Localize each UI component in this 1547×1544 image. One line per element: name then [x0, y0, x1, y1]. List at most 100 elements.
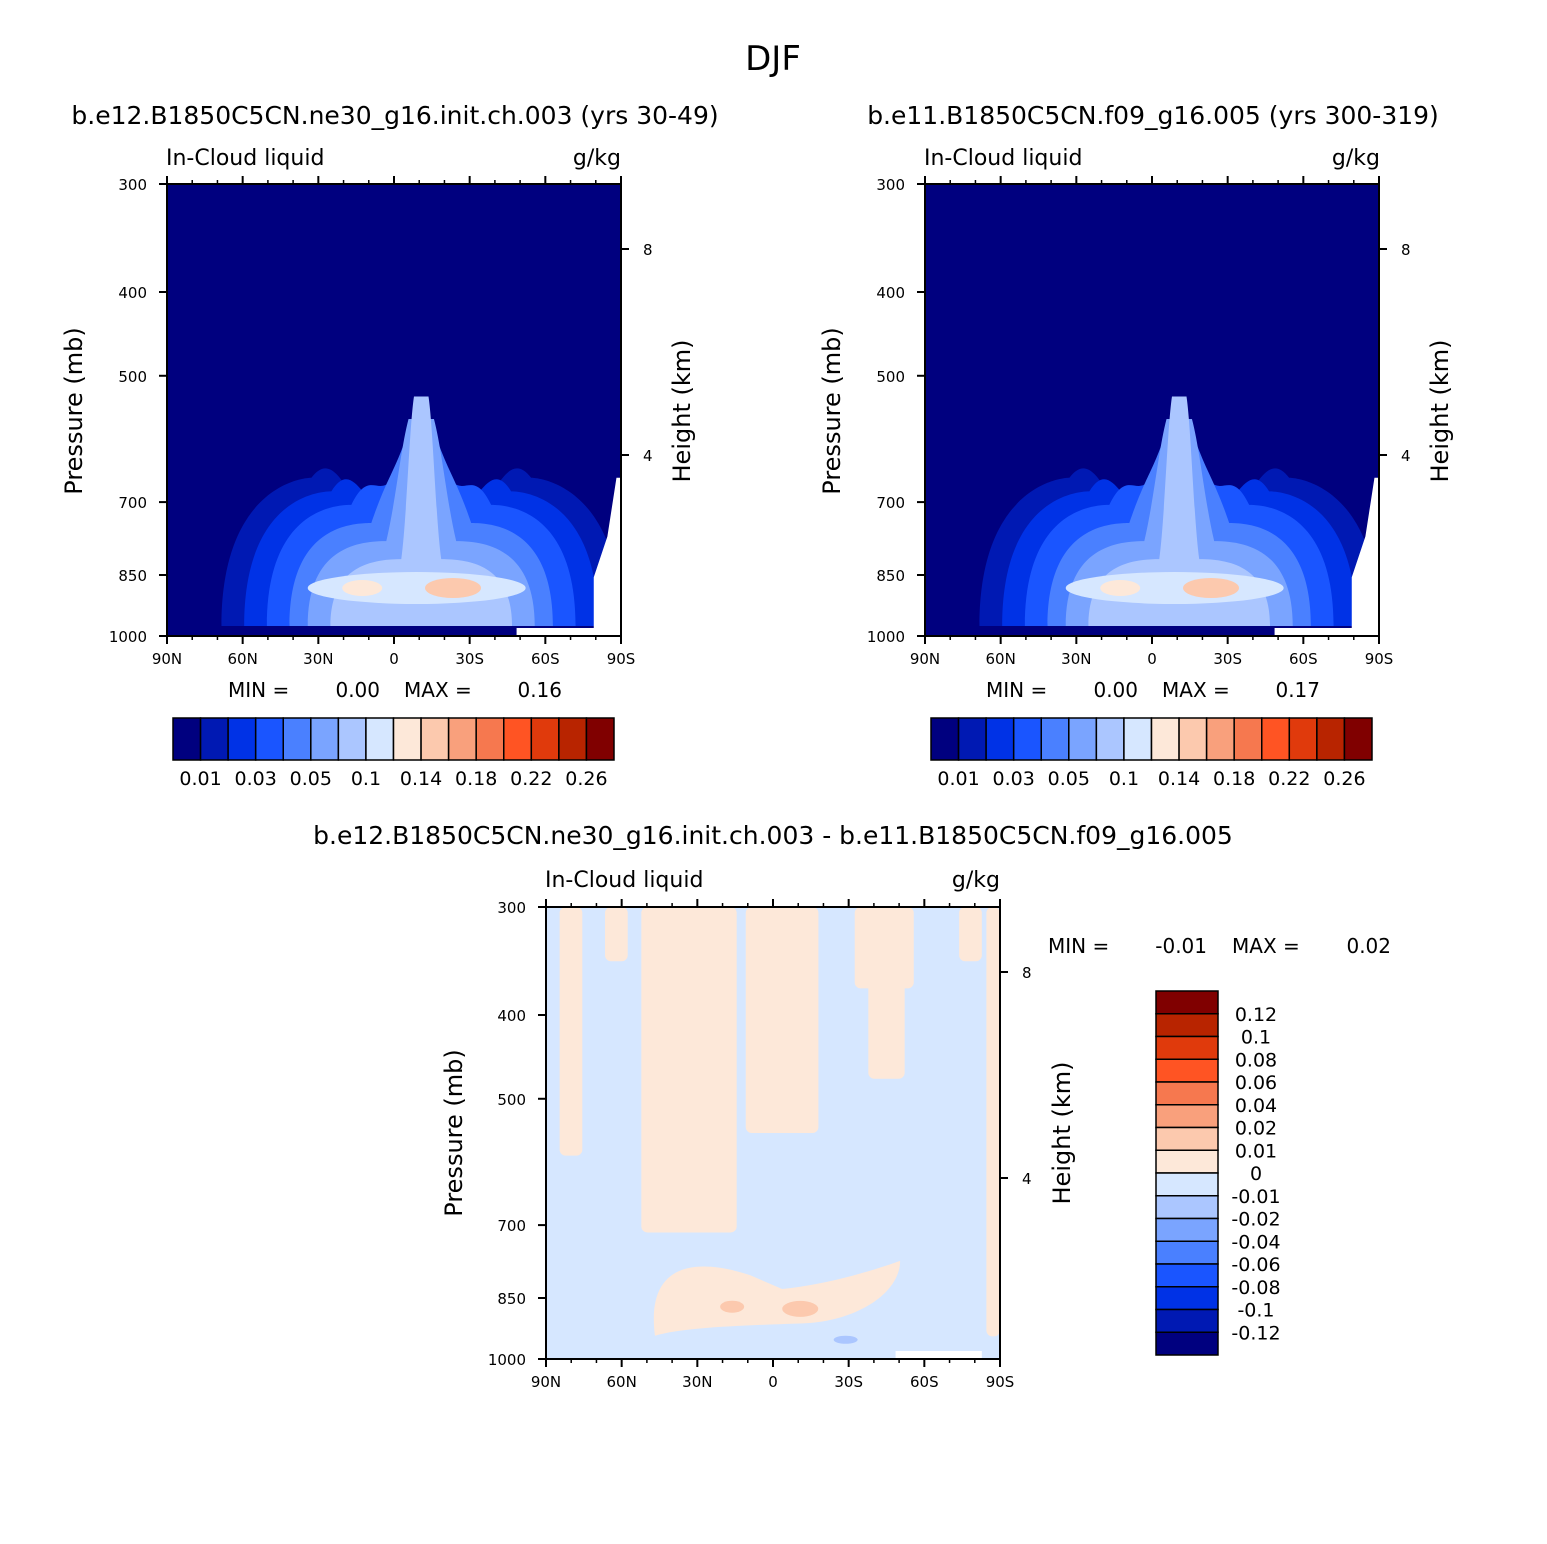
- panel-model-ne30: b.e12.B1850C5CN.ne30_g16.init.ch.003 (yr…: [60, 101, 719, 790]
- colorbar-swatch: [282, 717, 312, 761]
- colorbar-swatch: [1095, 717, 1125, 761]
- x-tick-label: 0: [1147, 650, 1157, 668]
- colorbar-swatch: [503, 717, 533, 761]
- x-tick-label: 30N: [1061, 650, 1091, 668]
- colorbar-label: 0.1: [1109, 768, 1139, 790]
- y-tick-label: 700: [497, 1217, 526, 1235]
- contour-plot: [167, 184, 622, 636]
- min-label: MIN =: [986, 678, 1047, 702]
- y-tick-label: 400: [118, 284, 147, 302]
- contour-plot: [925, 184, 1379, 636]
- colorbar-swatch: [985, 717, 1015, 761]
- plot-axes: 90N 60N 30N 0 30S 60S 90S 300 400 500 700 850 1000 8 4: [867, 176, 1411, 668]
- colorbar-swatch: [1068, 717, 1098, 761]
- colorbar-swatch: [310, 717, 340, 761]
- plot-axes: 90N 60N 30N 0 30S 60S 90S 300 400 500 700 850 1000 8 4: [109, 176, 653, 668]
- contour-band: [559, 907, 583, 1156]
- colorbar-swatch: [1123, 717, 1153, 761]
- colorbar-label: 0.26: [565, 768, 607, 790]
- colorbar-swatch: [930, 717, 960, 761]
- y-tick-label: 300: [876, 176, 905, 194]
- contour-band: [330, 396, 513, 626]
- contour-band: [745, 907, 819, 1133]
- colorbar-swatch: [1155, 1331, 1219, 1356]
- contour-band: [868, 907, 905, 1079]
- colorbar-label: -0.02: [1231, 1209, 1280, 1231]
- colorbar-swatch: [1150, 717, 1180, 761]
- colorbar-swatch: [1155, 1263, 1219, 1288]
- missing-data: [593, 477, 621, 636]
- y-tick-label: 850: [497, 1290, 526, 1308]
- colorbar-swatch: [199, 717, 229, 761]
- y2-axis-label: Height (km): [1426, 340, 1454, 483]
- plot-axes: 90N 60N 30N 0 30S 60S 90S 300 400 500 700 850 1000 8 4: [488, 899, 1032, 1391]
- x-tick-label: 30S: [834, 1373, 863, 1391]
- x-tick-label: 0: [768, 1373, 778, 1391]
- colorbar-label: 0.04: [1235, 1095, 1277, 1117]
- max-value: 0.02: [1346, 934, 1391, 958]
- min-label: MIN =: [228, 678, 289, 702]
- max-label: MAX =: [1162, 678, 1230, 702]
- min-value: 0.00: [335, 678, 380, 702]
- min-value: 0.00: [1093, 678, 1138, 702]
- x-tick-label: 90N: [152, 650, 182, 668]
- colorbar-swatch: [1155, 1308, 1219, 1333]
- contour-band: [641, 907, 737, 1233]
- y-tick-label: 850: [118, 567, 147, 585]
- x-tick-label: 30S: [1213, 650, 1242, 668]
- variable-label: In-Cloud liquid: [924, 146, 1082, 171]
- y-tick-label: 1000: [488, 1351, 526, 1369]
- max-label: MAX =: [1232, 934, 1300, 958]
- y2-tick-label: 8: [1022, 964, 1032, 982]
- colorbar-swatch: [1178, 717, 1208, 761]
- colorbar-label: 0.01: [937, 768, 979, 790]
- y-tick-label: 700: [876, 494, 905, 512]
- contour-band: [1088, 396, 1271, 626]
- y-axis-label: Pressure (mb): [818, 327, 846, 494]
- colorbar-label: 0.06: [1235, 1072, 1277, 1094]
- units-label: g/kg: [573, 146, 621, 171]
- y-tick-label: 850: [876, 567, 905, 585]
- x-tick-label: 30S: [455, 650, 484, 668]
- colorbar-swatch: [1012, 717, 1042, 761]
- missing-data: [1351, 477, 1379, 636]
- x-tick-label: 90S: [1365, 650, 1394, 668]
- colorbar-label: 0.14: [1158, 768, 1200, 790]
- colorbar-label: 0.22: [1268, 768, 1310, 790]
- y2-tick-label: 4: [1401, 447, 1411, 465]
- min-label: MIN =: [1048, 934, 1109, 958]
- colorbar-swatch: [1155, 1195, 1219, 1220]
- colorbar-label: 0.26: [1323, 768, 1365, 790]
- missing-data: [895, 1351, 982, 1359]
- colorbar-label: 0.03: [993, 768, 1035, 790]
- y-axis-label: Pressure (mb): [60, 327, 88, 494]
- panel-difference: b.e12.B1850C5CN.ne30_g16.init.ch.003 - b…: [313, 821, 1391, 1391]
- x-tick-label: 90S: [607, 650, 636, 668]
- y-tick-label: 500: [497, 1091, 526, 1109]
- colorbar-swatch: [447, 717, 477, 761]
- y-tick-label: 500: [118, 368, 147, 386]
- y-tick-label: 1000: [867, 628, 905, 646]
- colorbar-swatch: [957, 717, 987, 761]
- y-tick-label: 300: [497, 899, 526, 917]
- colorbar-label: 0.22: [510, 768, 552, 790]
- y-tick-label: 400: [876, 284, 905, 302]
- figure-title: DJF: [745, 39, 801, 79]
- colorbar-label: 0.05: [290, 768, 332, 790]
- max-value: 0.16: [517, 678, 562, 702]
- colorbar: 0.120.10.080.060.040.020.010-0.01-0.02-0…: [1155, 990, 1281, 1356]
- x-tick-label: 60S: [910, 1373, 939, 1391]
- y2-tick-label: 4: [643, 447, 653, 465]
- colorbar-swatch: [1261, 717, 1291, 761]
- colorbar-label: 0.08: [1235, 1049, 1277, 1071]
- contour-band: [307, 572, 526, 605]
- y-tick-label: 700: [118, 494, 147, 512]
- colorbar-label: 0.01: [1235, 1140, 1277, 1162]
- units-label: g/kg: [1332, 146, 1380, 171]
- colorbar-label: -0.08: [1231, 1277, 1280, 1299]
- colorbar-swatch: [1233, 717, 1263, 761]
- contour-band: [720, 1300, 745, 1313]
- colorbar-swatch: [1343, 717, 1373, 761]
- contour-band: [425, 578, 482, 599]
- x-tick-label: 30N: [682, 1373, 712, 1391]
